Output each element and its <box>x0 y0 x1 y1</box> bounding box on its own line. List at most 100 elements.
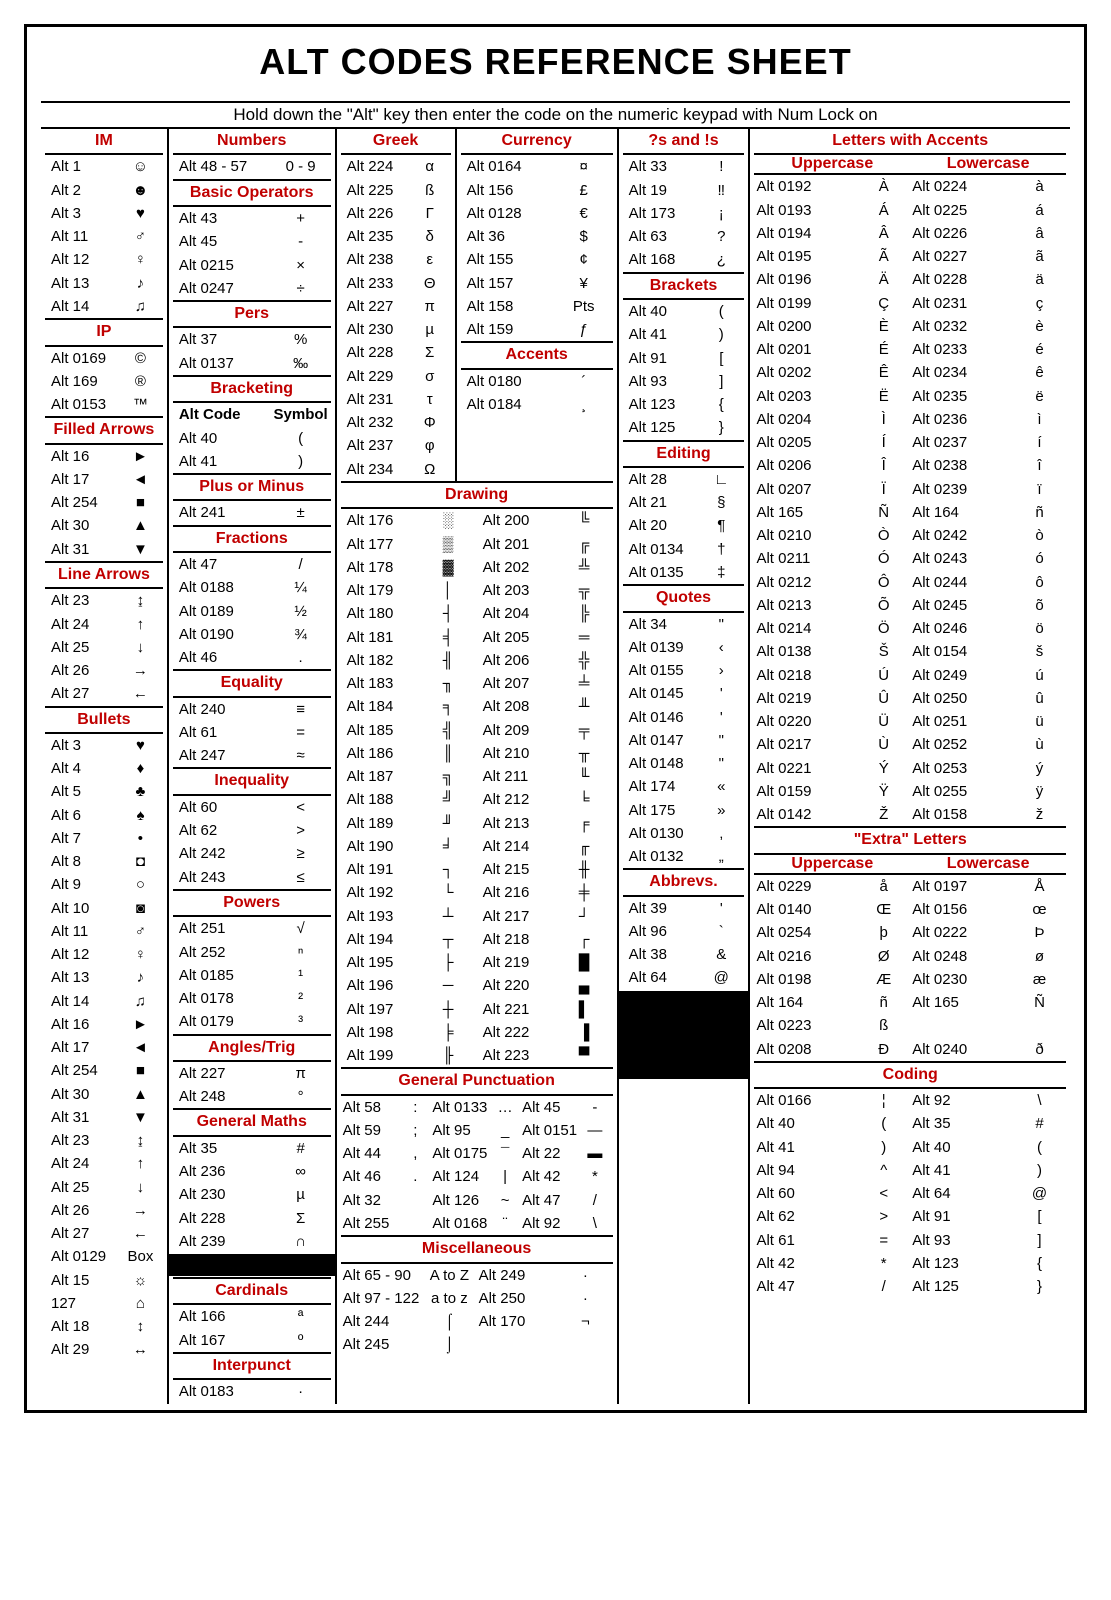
symbol: ≤ <box>271 866 331 889</box>
alt-code: Alt 0183 <box>173 1380 271 1403</box>
code-row-dual: Alt 0195ÃAlt 0227ã <box>754 245 1066 268</box>
alt-code: Alt 0135 <box>623 561 699 584</box>
sub-up-low-2: Uppercase Lowercase <box>754 855 1066 875</box>
code-row: Alt 27← <box>45 682 163 705</box>
hd-general-maths: General Maths <box>173 1108 331 1136</box>
symbol: / <box>271 553 331 576</box>
symbol: ( <box>271 427 331 450</box>
code-row: Alt 236∞ <box>173 1160 331 1183</box>
alt-code: Alt 0219 <box>754 687 857 710</box>
alt-code: Alt 0242 <box>910 524 1013 547</box>
alt-code: Alt 13 <box>45 272 118 295</box>
alt-code: Alt 41 <box>754 1136 857 1159</box>
alt-code: Alt 0207 <box>754 478 857 501</box>
symbol: © <box>118 347 163 370</box>
code-row-dual: Alt 0206ÎAlt 0238î <box>754 454 1066 477</box>
alt-code: Alt 198 <box>341 1021 420 1044</box>
alt-code: Alt 125 <box>623 416 699 439</box>
symbol: í <box>1013 431 1066 454</box>
code-row-dual: Alt 0201ÉAlt 0233é <box>754 338 1066 361</box>
instruction-bar: Hold down the "Alt" key then enter the c… <box>41 101 1070 129</box>
hd-pers: Pers <box>173 300 331 328</box>
alt-code: Alt 45 <box>173 230 271 253</box>
symbol: │ <box>419 579 476 602</box>
hd-currency: Currency <box>461 129 613 155</box>
symbol: ↓ <box>118 1176 163 1199</box>
symbol: } <box>1013 1275 1066 1298</box>
symbol: . <box>271 646 331 669</box>
hd-extra-letters: "Extra" Letters <box>754 826 1066 854</box>
alt-code: Alt 25 <box>45 636 118 659</box>
code-row: Alt 180┤ <box>341 602 477 625</box>
alt-code: Alt 0240 <box>910 1038 1013 1061</box>
symbol: ñ <box>1013 501 1066 524</box>
hd-angles: Angles/Trig <box>173 1034 331 1062</box>
alt-code: Alt 0140 <box>754 898 857 921</box>
alt-code: Alt 11 <box>45 920 118 943</box>
alt-code: Alt 193 <box>341 905 420 928</box>
symbol: . <box>400 1165 430 1188</box>
code-row-dual: Alt 0205ÍAlt 0237í <box>754 431 1066 454</box>
code-row-misc: Alt 244⌠Alt 170¬ <box>341 1310 613 1333</box>
alt-code: Alt 210 <box>477 742 556 765</box>
symbol: ═ <box>555 626 612 649</box>
symbol: š <box>1013 640 1066 663</box>
symbol: Ë <box>857 385 910 408</box>
symbol: ¹ <box>271 964 331 987</box>
code-row-dual: Alt 0138ŠAlt 0154š <box>754 640 1066 663</box>
symbol: º <box>271 1329 331 1352</box>
code-row: Alt 30▲ <box>45 1083 163 1106</box>
symbol: á <box>1013 199 1066 222</box>
symbol: ô <box>1013 571 1066 594</box>
symbol: ♂ <box>118 225 163 248</box>
alt-code: Alt 221 <box>477 998 556 1021</box>
alt-code: Alt 0251 <box>910 710 1013 733</box>
symbol: | <box>490 1165 520 1188</box>
alt-code: Alt 40 <box>173 427 271 450</box>
alt-code: Alt 0232 <box>910 315 1013 338</box>
col-2: Greek Alt 224αAlt 225ßAlt 226ΓAlt 235δAl… <box>337 129 457 481</box>
alt-code: Alt 0254 <box>754 921 857 944</box>
alt-code: Alt 217 <box>477 905 556 928</box>
symbol: ▲ <box>118 1083 163 1106</box>
code-row-misc: Alt 97 - 122a to zAlt 250· <box>341 1287 613 1310</box>
symbol: ) <box>857 1136 910 1159</box>
code-row: Alt 34" <box>623 613 745 636</box>
alt-code: Alt 0133 <box>430 1096 490 1119</box>
alt-code: Alt 41 <box>173 450 271 473</box>
col-5: Letters with Accents Uppercase Lowercase… <box>750 129 1070 1404</box>
symbol: ª <box>271 1305 331 1328</box>
code-row: Alt 202╩ <box>477 556 613 579</box>
alt-code: Alt 0166 <box>754 1089 857 1112</box>
symbol: ó <box>1013 547 1066 570</box>
code-row: Alt 232Φ <box>341 411 451 434</box>
code-row: Alt 0155› <box>623 659 745 682</box>
alt-code: Alt 0217 <box>754 733 857 756</box>
symbol: ╝ <box>419 788 476 811</box>
symbol: õ <box>1013 594 1066 617</box>
code-row: Alt 26→ <box>45 1199 163 1222</box>
alt-code: Alt 157 <box>461 272 555 295</box>
alt-code: Alt 125 <box>910 1275 1013 1298</box>
code-row: Alt 193┴ <box>341 905 477 928</box>
alt-code: Alt 31 <box>45 1106 118 1129</box>
symbol: · <box>558 1264 612 1287</box>
black-fill <box>169 1254 335 1276</box>
symbol: [ <box>698 347 744 370</box>
symbol: ~ <box>490 1189 520 1212</box>
alt-code: Alt 182 <box>341 649 420 672</box>
code-row: Alt 159ƒ <box>461 318 613 341</box>
symbol: ÷ <box>271 277 331 300</box>
code-row: Alt 254■ <box>45 491 163 514</box>
symbol: ¡ <box>698 202 744 225</box>
code-row: Alt 241± <box>173 501 331 524</box>
hd-powers: Powers <box>173 889 331 917</box>
code-row: Alt 0132„ <box>623 845 745 868</box>
alt-code: Alt 0203 <box>754 385 857 408</box>
code-row: Alt 0247÷ <box>173 277 331 300</box>
alt-code: Alt 7 <box>45 827 118 850</box>
symbol: ® <box>118 370 163 393</box>
symbol: , <box>400 1142 430 1165</box>
code-row: Alt 39' <box>623 897 745 920</box>
code-row: Alt 226Γ <box>341 202 451 225</box>
